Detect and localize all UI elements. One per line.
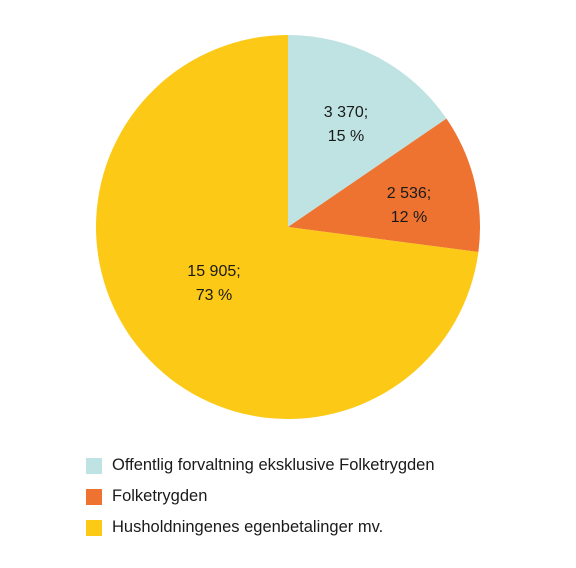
legend-swatch-offentlig-forvaltning	[86, 457, 102, 474]
legend-label-offentlig-forvaltning: Offentlig forvaltning eksklusive Folketr…	[112, 456, 435, 474]
legend-item-offentlig-forvaltning: Offentlig forvaltning eksklusive Folketr…	[86, 450, 556, 481]
legend-item-folketrygden: Folketrygden	[86, 481, 556, 512]
pie-slices	[96, 35, 481, 419]
legend-swatch-folketrygden	[86, 488, 102, 505]
pie-data-labels: 3 370; 15 % 2 536; 12 % 15 905; 73 %	[187, 104, 431, 304]
pie-slice-folketrygden	[288, 118, 481, 252]
data-label-percent-folketrygden: 12 %	[391, 209, 427, 226]
pie-chart: 3 370; 15 % 2 536; 12 % 15 905; 73 %	[96, 35, 481, 419]
data-label-value-husholdningenes-egenbetalinger: 15 905;	[187, 263, 240, 280]
pie-slice-offentlig-forvaltning	[288, 35, 447, 227]
data-label-value-folketrygden: 2 536;	[387, 185, 431, 202]
legend-swatch-husholdningenes-egenbetalinger	[86, 519, 102, 536]
legend-label-folketrygden: Folketrygden	[112, 487, 208, 505]
legend-item-husholdningenes-egenbetalinger: Husholdningenes egenbetalinger mv.	[86, 512, 556, 543]
data-label-folketrygden: 2 536; 12 %	[387, 185, 431, 226]
data-label-percent-husholdningenes-egenbetalinger: 73 %	[196, 287, 232, 304]
data-label-percent-offentlig-forvaltning: 15 %	[328, 128, 364, 145]
legend: Offentlig forvaltning eksklusive Folketr…	[86, 450, 556, 543]
legend-label-husholdningenes-egenbetalinger: Husholdningenes egenbetalinger mv.	[112, 518, 384, 536]
pie-slice-husholdningenes-egenbetalinger	[96, 35, 479, 419]
data-label-husholdningenes-egenbetalinger: 15 905; 73 %	[187, 263, 240, 304]
data-label-offentlig-forvaltning: 3 370; 15 %	[324, 104, 368, 145]
data-label-value-offentlig-forvaltning: 3 370;	[324, 104, 368, 121]
